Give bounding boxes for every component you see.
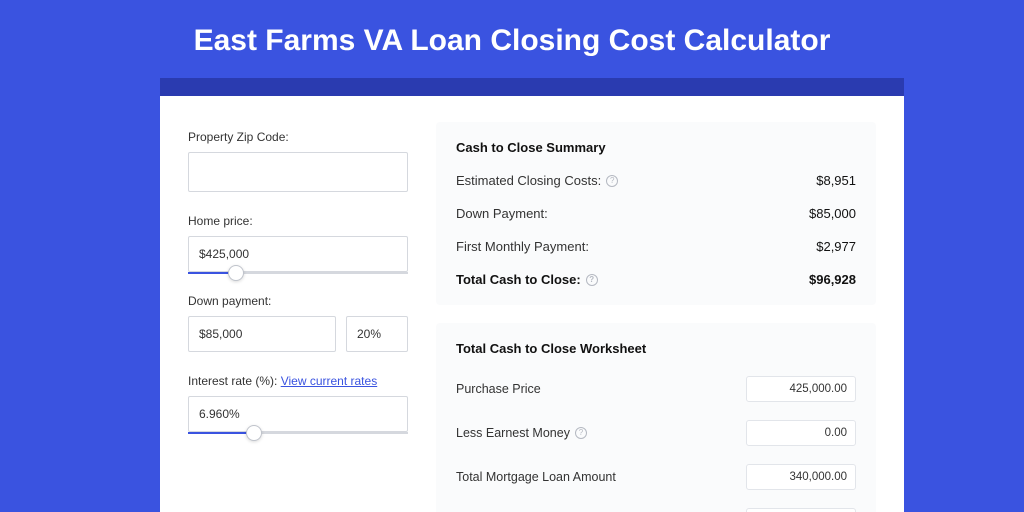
summary-box: Cash to Close Summary Estimated Closing … xyxy=(436,122,876,305)
summary-label-down-payment: Down Payment: xyxy=(456,206,548,221)
worksheet-label-purchase-price: Purchase Price xyxy=(456,382,541,396)
worksheet-box: Total Cash to Close Worksheet Purchase P… xyxy=(436,323,876,512)
summary-label-closing-costs: Estimated Closing Costs: xyxy=(456,173,601,188)
worksheet-input-earnest-money[interactable] xyxy=(746,420,856,446)
summary-value-down-payment: $85,000 xyxy=(809,206,856,221)
home-price-slider-wrap xyxy=(188,236,408,272)
summary-row-first-monthly: First Monthly Payment: $2,977 xyxy=(456,239,856,254)
info-icon[interactable]: ? xyxy=(606,175,618,187)
zip-field-block: Property Zip Code: xyxy=(188,130,408,192)
home-price-slider-thumb[interactable] xyxy=(228,265,244,281)
summary-row-down-payment: Down Payment: $85,000 xyxy=(456,206,856,221)
calculator-card: Property Zip Code: Home price: Down paym… xyxy=(160,96,904,512)
summary-label-total: Total Cash to Close: xyxy=(456,272,581,287)
summary-title: Cash to Close Summary xyxy=(456,140,856,155)
summary-value-closing-costs: $8,951 xyxy=(816,173,856,188)
worksheet-row-purchase-price: Purchase Price xyxy=(456,376,856,402)
interest-rate-slider-wrap xyxy=(188,396,408,432)
info-icon[interactable]: ? xyxy=(575,427,587,439)
interest-rate-slider-fill xyxy=(188,432,254,434)
results-column: Cash to Close Summary Estimated Closing … xyxy=(436,122,876,512)
zip-input[interactable] xyxy=(188,152,408,192)
home-price-field-block: Home price: xyxy=(188,214,408,272)
worksheet-label-earnest-money: Less Earnest Money xyxy=(456,426,570,440)
interest-rate-label-text: Interest rate (%): xyxy=(188,374,281,388)
down-payment-field-block: Down payment: xyxy=(188,294,408,352)
summary-value-total: $96,928 xyxy=(809,272,856,287)
worksheet-title: Total Cash to Close Worksheet xyxy=(456,341,856,356)
worksheet-row-second-mortgage: Total Second Mortgage Amount ? xyxy=(456,508,856,512)
interest-rate-input[interactable] xyxy=(188,396,408,432)
interest-rate-slider-thumb[interactable] xyxy=(246,425,262,441)
summary-row-closing-costs: Estimated Closing Costs: ? $8,951 xyxy=(456,173,856,188)
down-payment-row xyxy=(188,316,408,352)
card-shadow-bar xyxy=(160,78,904,96)
interest-rate-field-block: Interest rate (%): View current rates xyxy=(188,374,408,432)
page-title: East Farms VA Loan Closing Cost Calculat… xyxy=(0,0,1024,78)
home-price-input[interactable] xyxy=(188,236,408,272)
worksheet-row-earnest-money: Less Earnest Money ? xyxy=(456,420,856,446)
interest-rate-label: Interest rate (%): View current rates xyxy=(188,374,408,388)
worksheet-input-second-mortgage[interactable] xyxy=(746,508,856,512)
down-payment-label: Down payment: xyxy=(188,294,408,308)
worksheet-input-purchase-price[interactable] xyxy=(746,376,856,402)
info-icon[interactable]: ? xyxy=(586,274,598,286)
view-rates-link[interactable]: View current rates xyxy=(281,374,378,388)
worksheet-input-mortgage-loan[interactable] xyxy=(746,464,856,490)
summary-row-total: Total Cash to Close: ? $96,928 xyxy=(456,272,856,287)
worksheet-row-mortgage-loan: Total Mortgage Loan Amount xyxy=(456,464,856,490)
summary-label-first-monthly: First Monthly Payment: xyxy=(456,239,589,254)
worksheet-label-mortgage-loan: Total Mortgage Loan Amount xyxy=(456,470,616,484)
home-price-label: Home price: xyxy=(188,214,408,228)
inputs-column: Property Zip Code: Home price: Down paym… xyxy=(188,122,408,512)
summary-value-first-monthly: $2,977 xyxy=(816,239,856,254)
zip-label: Property Zip Code: xyxy=(188,130,408,144)
down-payment-percent-input[interactable] xyxy=(346,316,408,352)
down-payment-input[interactable] xyxy=(188,316,336,352)
